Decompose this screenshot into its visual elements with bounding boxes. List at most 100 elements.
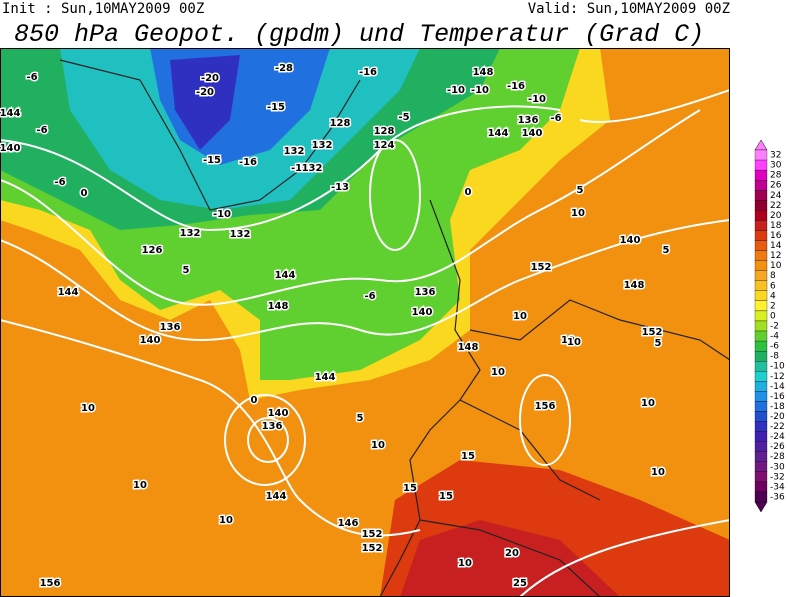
contour-label: 148	[624, 280, 645, 291]
contour-label: 132	[302, 163, 323, 174]
colorbar-swatch	[754, 230, 768, 241]
contour-label: 132	[180, 228, 201, 239]
coastline	[59, 59, 730, 597]
contour-label: -15	[267, 102, 285, 113]
isohypse	[519, 89, 730, 597]
colorbar-label: -18	[770, 402, 785, 412]
contour-label: -10	[447, 85, 465, 96]
colorbar-swatch	[754, 361, 768, 372]
contour-label: 5	[577, 185, 584, 196]
contour-label: -16	[359, 67, 377, 78]
colorbar-label: -36	[770, 492, 785, 502]
isohypse	[0, 109, 701, 306]
contour-label: -6	[36, 125, 47, 136]
contour-label: 144	[315, 372, 336, 383]
contour-label: -6	[26, 72, 37, 83]
isohypse	[224, 394, 306, 486]
colorbar-swatch	[754, 371, 768, 382]
contour-label: 140	[140, 335, 161, 346]
contour-label: 140	[268, 408, 289, 419]
contour-label: 146	[338, 518, 359, 529]
contour-label: 152	[362, 529, 383, 540]
contour-label: -28	[275, 63, 293, 74]
contour-label: 132	[230, 229, 251, 240]
contour-label: 10	[371, 440, 385, 451]
isohypse	[0, 219, 730, 342]
isohypse	[247, 417, 289, 463]
colorbar-swatch	[754, 411, 768, 422]
contour-label: 136	[160, 322, 181, 333]
colorbar-swatch	[754, 149, 768, 161]
colorbar-swatch	[754, 300, 768, 312]
valid-time: Valid: Sun,10MAY2009 00Z	[528, 1, 730, 17]
colorbar-label: -4	[770, 332, 779, 342]
colorbar-swatch	[754, 391, 768, 402]
colorbar-label: 28	[770, 171, 782, 181]
colorbar-swatch	[754, 220, 768, 231]
contour-label: 152	[642, 327, 663, 338]
colorbar-swatch	[754, 169, 768, 181]
contour-label: 148	[473, 67, 494, 78]
colorbar-label: -26	[770, 442, 785, 452]
contour-label: 140	[620, 235, 641, 246]
contour-label: 128	[374, 126, 395, 137]
contour-label: 10	[571, 208, 585, 219]
colorbar-label: -30	[770, 462, 785, 472]
contour-label: 5	[663, 245, 670, 256]
colorbar-label: 16	[770, 231, 782, 241]
colorbar-swatch	[754, 461, 768, 472]
contour-label: -15	[203, 155, 221, 166]
contour-label: 152	[362, 543, 383, 554]
contour-label: -10	[471, 85, 489, 96]
colorbar-swatch	[754, 290, 768, 302]
contour-label: 144	[0, 108, 20, 119]
contour-label: 10	[651, 467, 665, 478]
colorbar-swatch	[754, 240, 768, 251]
contour-label: 144	[266, 491, 287, 502]
contour-label: -20	[196, 87, 214, 98]
colorbar-swatch	[754, 491, 768, 503]
contour-label: 15	[439, 491, 453, 502]
contour-label: -20	[201, 73, 219, 84]
isohypse	[0, 105, 561, 232]
colorbar-label: 12	[770, 251, 781, 261]
colorbar-label: -16	[770, 392, 785, 402]
contour-label: -13	[331, 182, 349, 193]
colorbar-label: 24	[770, 191, 782, 201]
contour-label: -5	[398, 112, 409, 123]
colorbar-label: -6	[770, 342, 779, 352]
colorbar-label: 32	[770, 151, 781, 161]
colorbar-label: -20	[770, 412, 785, 422]
colorbar-swatch	[754, 330, 768, 342]
contour-label: 128	[330, 118, 351, 129]
contour-label: 140	[412, 307, 433, 318]
contour-label: 0	[251, 395, 258, 406]
contour-label: -16	[291, 163, 309, 174]
contour-label: 0	[81, 188, 88, 199]
colorbar-label: 6	[770, 281, 776, 291]
contour-label: 10	[219, 515, 233, 526]
colorbar-label: 26	[770, 181, 782, 191]
colorbar-label: 8	[770, 271, 776, 281]
contour-label: 126	[142, 245, 163, 256]
colorbar: 32302826242220181614121086420-2-4-6-8-10…	[754, 149, 785, 503]
contour-label: -16	[507, 81, 525, 92]
colorbar-swatch	[754, 481, 768, 493]
colorbar-swatch	[754, 401, 768, 412]
colorbar-label: -28	[770, 452, 785, 462]
colorbar-label: -12	[770, 372, 785, 382]
colorbar-label: -22	[770, 422, 785, 432]
colorbar-swatch	[754, 250, 768, 261]
contour-label: 124	[374, 140, 395, 151]
colorbar-swatch	[754, 381, 768, 392]
contour-label: 10	[513, 311, 527, 322]
contour-label: 136	[415, 287, 436, 298]
contour-label: 144	[488, 128, 509, 139]
contour-label: 20	[505, 548, 519, 559]
contour-label: 136	[262, 421, 283, 432]
colorbar-swatch	[754, 451, 768, 462]
colorbar-label: 22	[770, 201, 781, 211]
title: 850 hPa Geopot. (gpdm) und Temperatur (G…	[14, 20, 704, 49]
colorbar-swatch	[754, 421, 768, 432]
